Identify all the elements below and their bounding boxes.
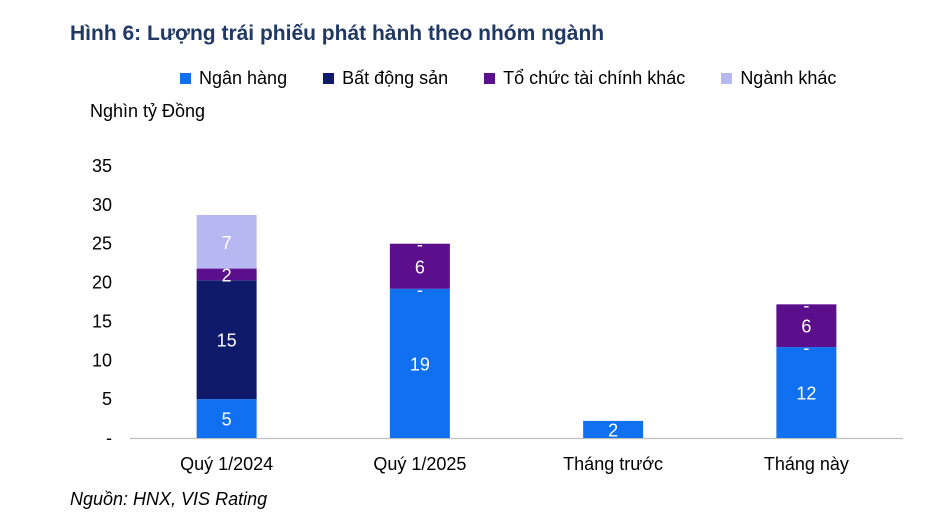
data-label: - bbox=[417, 235, 423, 255]
legend-item-other-sectors: Ngành khác bbox=[721, 68, 836, 89]
legend-item-other-financial: Tổ chức tài chính khác bbox=[484, 68, 685, 89]
bar-segment bbox=[196, 268, 257, 281]
data-label: 7 bbox=[222, 233, 232, 253]
y-tick-label: 35 bbox=[92, 156, 112, 176]
x-tick-label: Tháng trước bbox=[563, 454, 663, 474]
legend-swatch-real-estate bbox=[323, 73, 335, 84]
legend-swatch-other-sectors bbox=[721, 73, 733, 84]
legend-label-real-estate: Bất động sản bbox=[342, 68, 449, 88]
legend-swatch-banking bbox=[180, 73, 191, 84]
y-tick-label: 20 bbox=[92, 273, 112, 293]
bar-segment bbox=[389, 288, 450, 438]
chart-title: Hình 6: Lượng trái phiếu phát hành theo … bbox=[70, 22, 605, 45]
data-label: 15 bbox=[217, 331, 237, 351]
bar-segment bbox=[196, 214, 257, 269]
legend-item-real-estate: Bất động sản bbox=[323, 68, 448, 89]
y-axis-unit-label: Nghìn tỷ Đồng bbox=[90, 101, 206, 121]
y-tick-label: 10 bbox=[92, 350, 112, 370]
legend-label-other-financial: Tổ chức tài chính khác bbox=[503, 68, 686, 88]
data-label: 12 bbox=[796, 384, 816, 404]
data-label: 19 bbox=[410, 354, 430, 374]
bar-segment bbox=[776, 347, 837, 438]
data-label: 5 bbox=[222, 410, 232, 430]
legend: Ngân hàng Bất động sản Tổ chức tài chính… bbox=[180, 68, 872, 89]
legend-item-banking: Ngân hàng bbox=[180, 68, 287, 89]
x-tick-label: Quý 1/2025 bbox=[373, 454, 466, 474]
bar-segment bbox=[196, 280, 257, 400]
data-label: - bbox=[417, 280, 423, 300]
bar-segment bbox=[196, 399, 257, 438]
data-label: - bbox=[803, 295, 809, 315]
data-label: 2 bbox=[222, 265, 232, 285]
data-label: 2 bbox=[608, 420, 618, 440]
y-tick-label: 15 bbox=[92, 311, 112, 331]
bar-segment bbox=[776, 304, 837, 348]
y-tick-label: 5 bbox=[102, 389, 112, 409]
legend-swatch-other-financial bbox=[484, 73, 496, 84]
source-note: Nguồn: HNX, VIS Rating bbox=[70, 489, 268, 509]
y-tick-label: 30 bbox=[92, 195, 112, 215]
data-label: 6 bbox=[801, 317, 811, 337]
x-tick-label: Quý 1/2024 bbox=[180, 454, 273, 474]
y-tick-label: - bbox=[106, 428, 112, 448]
legend-label-other-sectors: Ngành khác bbox=[740, 68, 837, 88]
data-label: 6 bbox=[415, 257, 425, 277]
x-tick-label: Tháng này bbox=[764, 454, 849, 474]
data-label: - bbox=[803, 338, 809, 358]
legend-label-banking: Ngân hàng bbox=[199, 68, 288, 88]
bar-segment bbox=[583, 420, 644, 438]
bar-segment bbox=[389, 243, 450, 289]
y-tick-label: 25 bbox=[92, 234, 112, 254]
